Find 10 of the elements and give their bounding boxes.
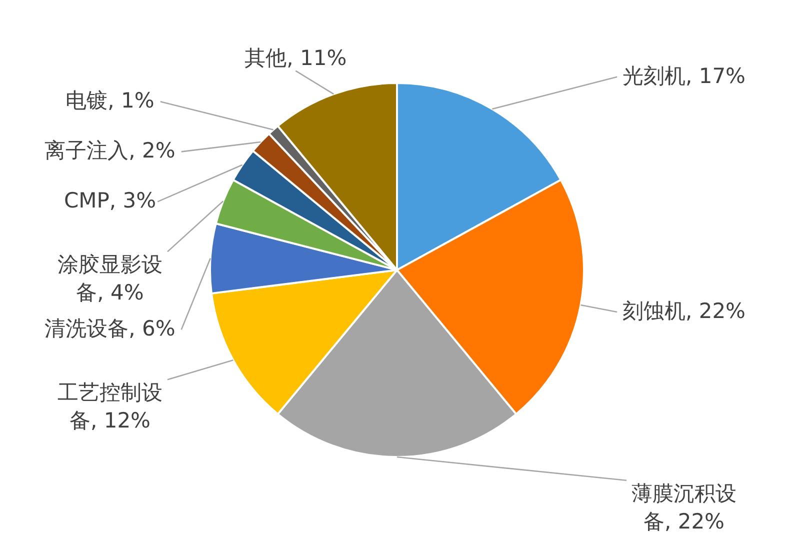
slice-label: 刻蚀机, 22% xyxy=(622,299,746,324)
slice-label: 光刻机, 17% xyxy=(622,64,746,88)
slice-label: 清洗设备, 6% xyxy=(44,316,176,341)
slice-label: 其他, 11% xyxy=(244,46,347,70)
slice-label: 电镀, 1% xyxy=(66,88,154,113)
slice-label: 工艺控制设备, 12% xyxy=(58,380,162,433)
slice-label: 薄膜沉积设备, 22% xyxy=(632,481,736,534)
slice-label: CMP, 3% xyxy=(64,188,156,213)
slice-label: 离子注入, 2% xyxy=(44,138,176,163)
slice-label: 涂胶显影设备, 4% xyxy=(58,252,162,305)
